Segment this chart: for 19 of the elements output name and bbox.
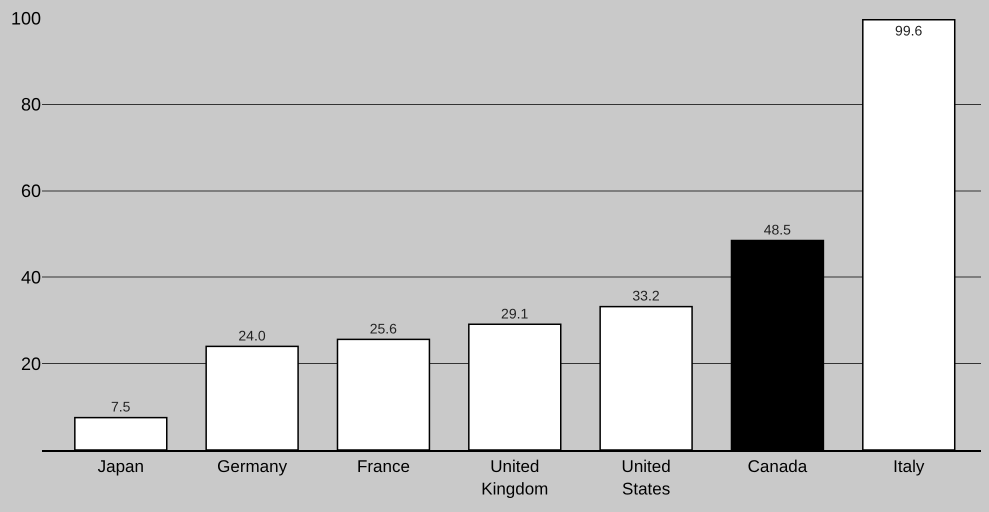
data-label: 48.5 (764, 221, 792, 238)
y-tick-label: 80 (20, 94, 41, 115)
y-tick-label: 40 (20, 268, 41, 288)
y-tick-label: 20 (20, 354, 41, 374)
x-tick-label: United States (622, 457, 671, 498)
data-label: 7.5 (110, 398, 131, 415)
data-label: 33.2 (632, 288, 660, 304)
y-tick-label: 60 (20, 181, 41, 202)
x-tick-label: United Kingdom (481, 457, 548, 498)
data-label: 99.6 (895, 22, 922, 39)
x-tick-label: France (356, 457, 410, 476)
x-tick-label: Canada (748, 457, 808, 476)
y-tick-label: 100 (10, 8, 41, 28)
data-label: 24.0 (238, 327, 266, 344)
data-label: 29.1 (501, 305, 529, 322)
x-tick-label: Germany (217, 457, 288, 476)
data-label: 25.6 (370, 320, 398, 336)
x-tick-label: Japan (98, 457, 144, 476)
x-tick-label: Italy (893, 457, 925, 476)
